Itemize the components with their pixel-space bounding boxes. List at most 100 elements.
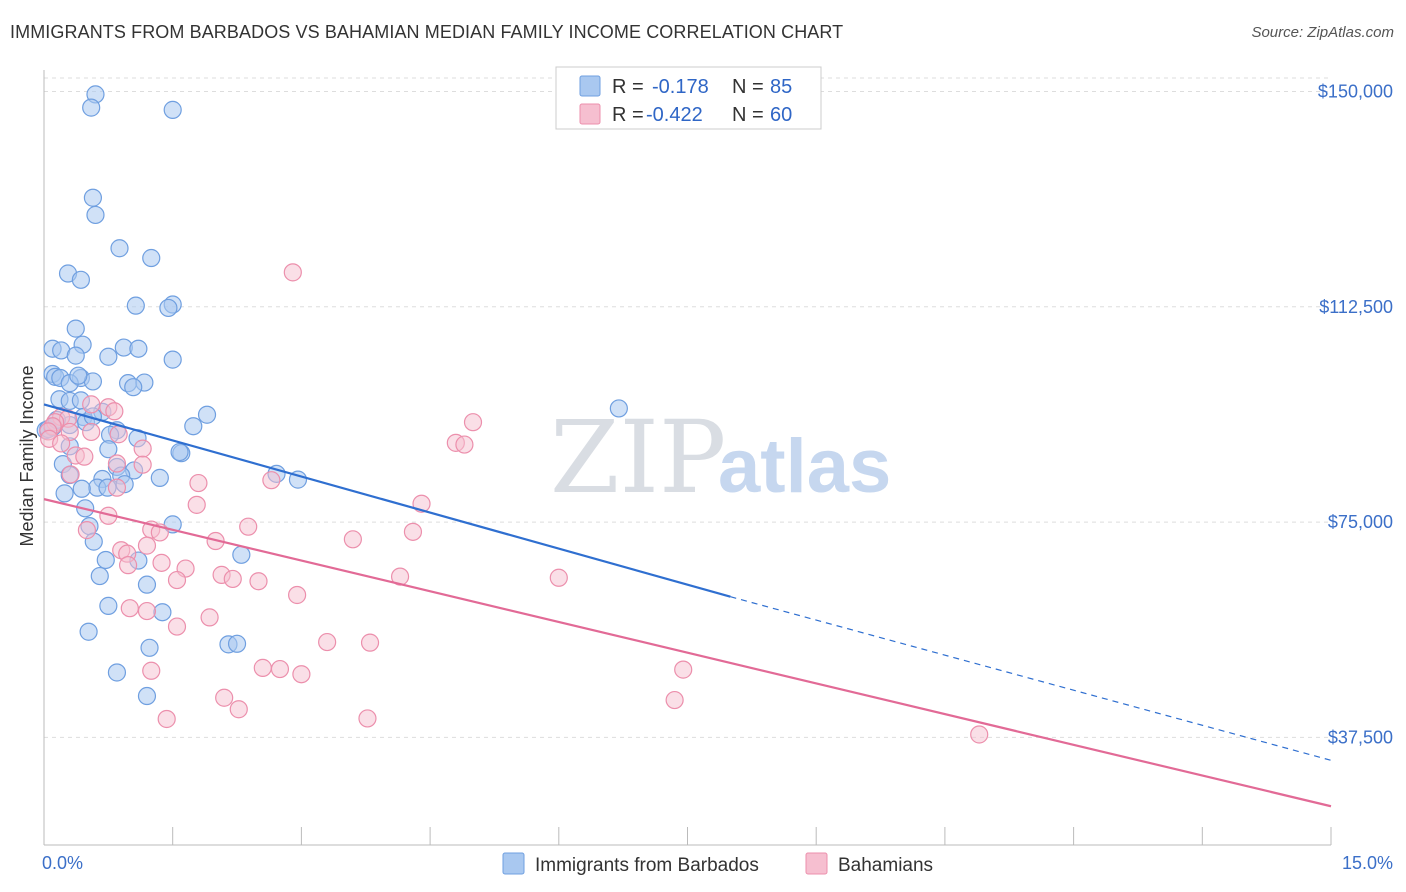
data-point-bahamians [120,599,139,618]
data-point-barbados [110,239,129,258]
y-tick-label: $75,000 [1328,512,1393,532]
data-point-bahamians [82,422,101,442]
data-point-barbados [66,346,85,365]
data-point-barbados [66,319,85,338]
legend-swatch-bahamians [579,103,601,125]
legend-n-value: 60 [770,104,792,126]
data-point-bahamians [262,471,281,490]
legend-swatch-bahamians [805,852,828,875]
data-point-bahamians [292,665,311,684]
trend-line-barbados [43,403,731,598]
axes [43,70,1332,846]
data-point-bahamians [283,263,302,282]
data-point-bahamians [77,521,97,540]
data-point-barbados [153,603,172,622]
series-legend: Immigrants from Barbados Bahamians [502,852,933,876]
data-point-bahamians [107,454,127,473]
correlation-legend: R = -0.178 N = 85 R = -0.422 N = 60 [555,66,822,130]
data-point-bahamians [970,725,989,744]
data-point-bahamians [107,478,127,497]
data-point-bahamians [187,495,206,514]
data-point-barbados [79,622,98,641]
data-point-barbados [137,575,157,594]
legend-label-barbados: Immigrants from Barbados [535,855,759,876]
data-point-barbados [124,378,143,397]
watermark-zip: ZIP [550,399,726,516]
data-point-bahamians [549,568,568,587]
data-point-barbados [142,248,161,268]
data-point-bahamians [270,659,290,679]
data-point-barbados [140,638,159,657]
data-point-barbados [107,663,127,682]
y-tick-label: $150,000 [1318,82,1393,102]
data-point-bahamians [463,413,483,432]
data-point-bahamians [215,688,234,707]
data-point-bahamians [137,601,157,621]
data-point-barbados [227,634,247,653]
data-point-bahamians [109,425,128,444]
data-point-barbados [86,205,105,225]
data-point-bahamians [358,709,377,728]
data-point-barbados [96,550,115,570]
trend-lines [43,403,1332,808]
data-point-bahamians [133,439,152,458]
data-point-bahamians [229,700,248,719]
x-tick-label: 15.0% [1342,853,1393,873]
data-point-barbados [99,347,118,366]
y-tick-labels: $37,500 $75,000 $112,500 $150,000 [1318,82,1393,748]
data-point-bahamians [133,455,152,474]
x-tick-labels: 0.0% 15.0% [42,853,1393,873]
data-point-bahamians [52,434,71,453]
data-point-bahamians [157,709,176,729]
data-point-barbados [184,417,203,436]
data-point-barbados [163,100,182,119]
y-axis-title: Median Family Income [17,365,37,546]
chart-title: IMMIGRANTS FROM BARBADOS VS BAHAMIAN MED… [10,22,844,42]
data-point-bahamians [152,553,171,572]
data-point-barbados [99,596,118,615]
legend-r-label: R = [612,76,644,98]
data-point-bahamians [75,447,94,466]
data-point-bahamians [665,690,684,710]
data-point-barbados [232,545,251,564]
data-point-bahamians [82,395,101,414]
data-point-barbados [150,468,169,487]
data-point-bahamians [403,522,423,541]
data-point-bahamians [249,572,268,591]
data-point-bahamians [167,617,187,636]
data-point-barbados [90,566,109,586]
data-point-bahamians [239,517,258,536]
data-point-bahamians [200,608,219,627]
legend-n-value: 85 [770,76,792,98]
data-point-bahamians [360,633,380,652]
data-point-bahamians [118,556,138,575]
trend-line-barbados-extension [730,596,1332,761]
data-point-barbados [55,484,74,503]
legend-label-bahamians: Bahamians [838,855,933,876]
data-point-barbados [83,188,103,207]
data-point-bahamians [223,569,242,589]
data-point-barbados [163,350,182,369]
legend-swatch-barbados [502,852,525,875]
x-tick-label: 0.0% [42,853,83,873]
data-point-barbados [82,98,101,117]
data-point-bahamians [142,661,161,680]
y-tick-label: $37,500 [1328,727,1393,747]
data-point-bahamians [105,402,124,421]
data-point-bahamians [189,473,208,493]
data-point-barbados [159,298,178,318]
data-point-bahamians [674,660,693,679]
data-point-bahamians [253,658,272,677]
data-point-bahamians [167,570,187,590]
data-point-barbados [129,339,148,358]
data-point-barbados [609,399,628,418]
data-point-barbados [69,366,88,385]
source-credit: Source: ZipAtlas.com [1251,24,1394,41]
data-point-barbados [72,479,91,498]
data-point-barbados [197,405,217,424]
data-point-barbados [126,296,145,315]
y-tick-label: $112,500 [1319,297,1393,317]
data-point-bahamians [137,536,157,555]
series-bahamians-points [39,263,989,744]
